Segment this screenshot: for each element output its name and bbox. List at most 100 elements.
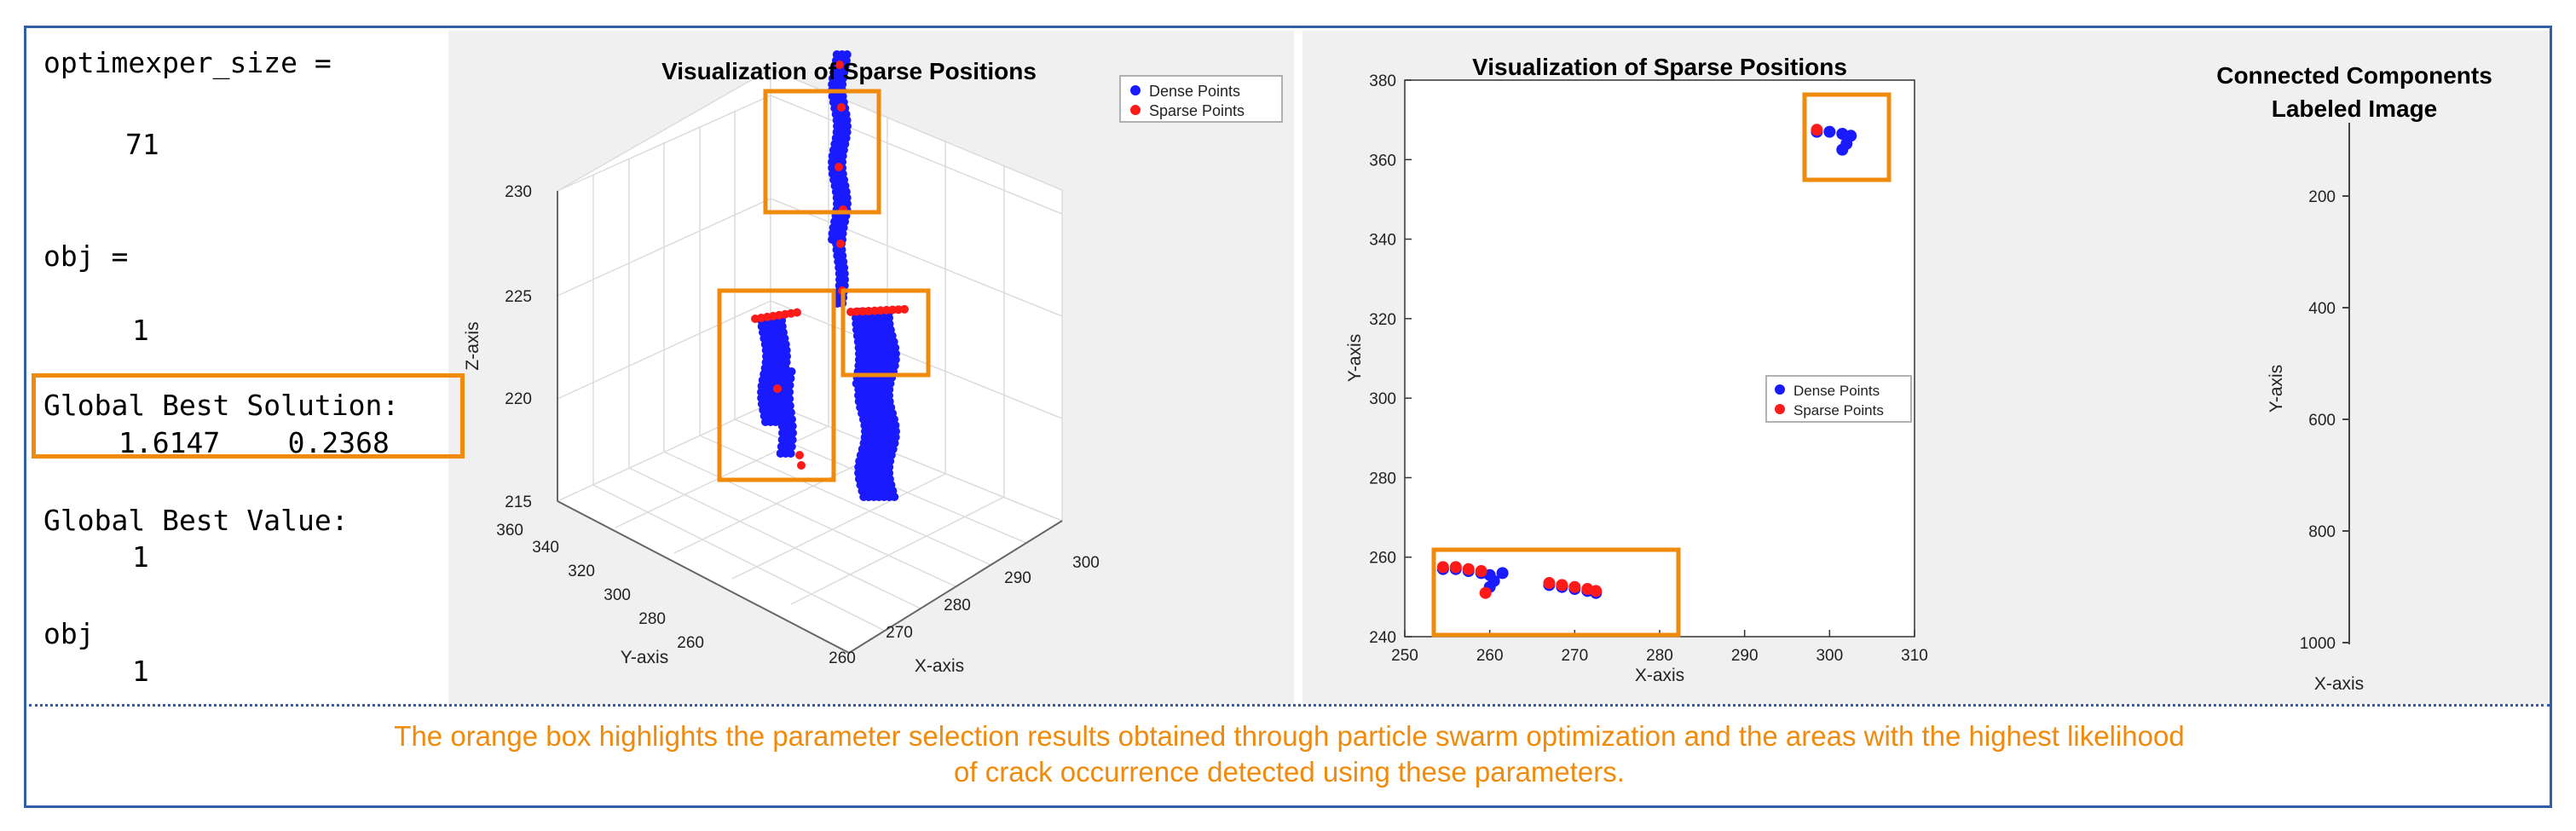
legend-sparse-label: Sparse Points [1149, 102, 1245, 119]
console-line-obj-2: obj [43, 617, 95, 650]
highlight-box-3d-right [840, 288, 931, 378]
xtick-label: 300 [1072, 554, 1100, 572]
ytick-label: 260 [677, 634, 704, 652]
dense-point [787, 415, 796, 424]
scatter2d-xtick-label: 280 [1646, 647, 1673, 665]
console-line-obj-value: 1 [132, 314, 149, 347]
ztick-label: 225 [505, 288, 532, 306]
yaxis-label: Y-axis [621, 648, 668, 667]
dense-point [885, 385, 894, 394]
dense-point [785, 401, 794, 410]
dense-point [842, 193, 852, 202]
labeled-image-ytick-label: 800 [2308, 523, 2336, 541]
highlight-box-3d-top [763, 89, 881, 215]
highlight-box-console [32, 373, 465, 459]
dense-point [788, 436, 797, 444]
scatter2d-xtick-label: 300 [1816, 647, 1843, 665]
sparse-point [773, 384, 782, 393]
ytick-label: 300 [604, 586, 631, 604]
scatter2d-ytick-label: 360 [1369, 152, 1396, 170]
zaxis-label: Z-axis [463, 321, 482, 370]
dense-point [785, 388, 794, 396]
legend2d-sparse-marker [1775, 404, 1785, 414]
scatter3d-legend: Dense Points Sparse Points [1119, 75, 1283, 123]
ytick-label: 320 [568, 563, 595, 580]
sparse-point [1568, 580, 1581, 593]
labeled-image-title: Connected Components [2216, 62, 2492, 89]
labeled-image-ytick-label: 200 [2308, 188, 2336, 206]
dense-point [840, 269, 849, 278]
dense-point [788, 422, 797, 430]
console-line-optimexper-value: 71 [125, 128, 159, 161]
labeled-image-ytick-label: 400 [2308, 300, 2336, 318]
sparse-point [1479, 586, 1492, 599]
scatter2d-xaxis-label: X-axis [1635, 666, 1684, 685]
scatter3d-grid [556, 67, 1064, 654]
scatter2d-ytick-label: 300 [1369, 390, 1396, 408]
labeled-image-xaxis-label: X-axis [2314, 674, 2364, 694]
sparse-point [797, 461, 806, 470]
scatter2d-ytick-label: 380 [1369, 72, 1396, 90]
dense-point [1823, 125, 1836, 138]
scatter2d-yaxis-label: Y-axis [1345, 334, 1365, 382]
ztick-label: 215 [505, 493, 532, 511]
caption-line-1: The orange box highlights the parameter … [394, 720, 2185, 752]
scatter3d-chart: 215 220 225 230 Z-axis 360 340 320 300 2… [463, 50, 1283, 676]
console-output-panel: optimexper_size = 71 obj = 1 Global Best… [29, 31, 448, 704]
dense-point [786, 374, 795, 383]
panel-divider [1294, 31, 1302, 704]
highlight-box-2d-top-right [1802, 92, 1892, 182]
highlight-box-3d-left [717, 288, 836, 482]
dense-point [788, 429, 797, 437]
legend-dense-label: Dense Points [1149, 83, 1240, 100]
dense-point [890, 493, 899, 501]
console-line-obj: obj = [43, 239, 129, 273]
sparse-point [795, 451, 804, 459]
scatter2d-points [1436, 124, 1857, 599]
sparse-point [1811, 124, 1823, 136]
dense-point [782, 346, 791, 355]
dense-point [785, 381, 794, 390]
scatter2d-xtick-label: 290 [1731, 647, 1759, 665]
dense-point [1496, 567, 1509, 580]
xaxis-label: X-axis [915, 656, 964, 676]
dense-point [885, 463, 894, 471]
scatter2d-xtick-label: 260 [1476, 647, 1504, 665]
sparse-point [1436, 561, 1449, 574]
dense-point [786, 449, 795, 458]
console-line-global-best-solution: Global Best Solution: [43, 389, 400, 422]
scatter2d-panel: 250 260 270 280 290 300 310 240 260 280 300 320 340 3… [1302, 31, 2550, 704]
scatter2d-plot-area [1404, 79, 1915, 638]
sparse-point [837, 103, 846, 112]
sparse-point [836, 239, 845, 248]
sparse-point [1590, 585, 1603, 597]
sparse-point [835, 163, 843, 171]
scatter2d-axes: 250 260 270 280 290 300 310 240 260 280 300 320 340 3… [1369, 72, 1928, 665]
scatter2d-xtick-label: 310 [1901, 647, 1928, 665]
sparse-point [793, 308, 801, 317]
sparse-point [1543, 577, 1556, 590]
labeled-image-ytick-label: 1000 [2300, 635, 2336, 653]
scatter2d-ytick-label: 320 [1369, 311, 1396, 329]
scatter2d-chart: 250 260 270 280 290 300 310 240 260 280 300 320 340 3… [1345, 54, 2492, 694]
labeled-image-subtitle: Labeled Image [2272, 95, 2438, 122]
scatter3d-panel: 215 220 225 230 Z-axis 360 340 320 300 2… [448, 31, 1294, 704]
xtick-label: 290 [1004, 569, 1031, 587]
sparse-point [900, 304, 909, 314]
sparse-point [835, 61, 844, 69]
scatter2d-ytick-label: 340 [1369, 232, 1396, 250]
legend2d-dense-label: Dense Points [1793, 383, 1880, 399]
dense-point [867, 379, 876, 388]
sparse-point [1475, 565, 1487, 578]
legend2d-sparse-label: Sparse Points [1793, 402, 1884, 418]
xtick-label: 270 [886, 624, 913, 642]
scatter2d-xtick-label: 270 [1561, 647, 1588, 665]
console-line-global-best-value-number: 1 [132, 540, 149, 574]
dense-point [785, 395, 794, 403]
dense-point [840, 275, 849, 284]
console-line-global-best-value: Global Best Value: [43, 504, 349, 537]
labeled-image-ytick-label: 600 [2308, 412, 2336, 430]
ytick-label: 280 [638, 610, 666, 628]
legend-sparse-marker [1130, 105, 1141, 115]
dense-point [869, 349, 879, 358]
